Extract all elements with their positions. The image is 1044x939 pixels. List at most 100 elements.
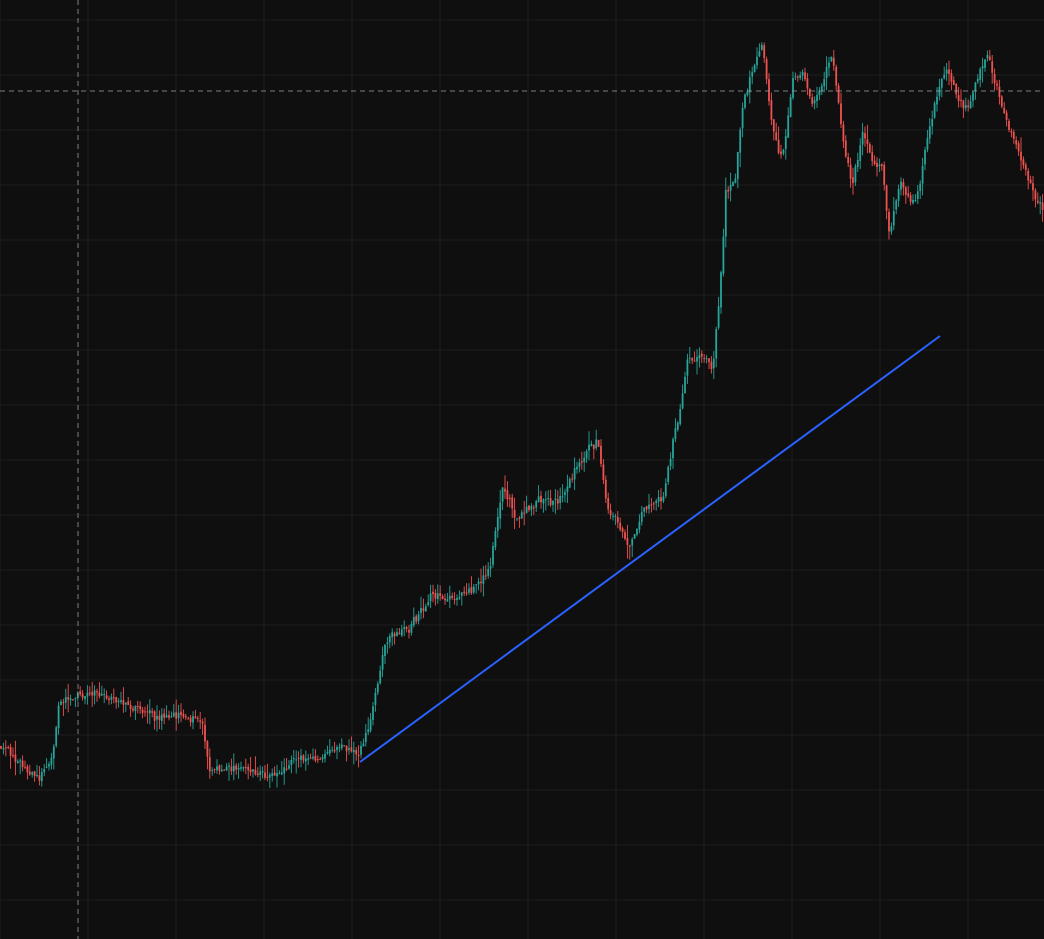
candle-down <box>523 512 526 514</box>
candle-down <box>600 445 602 464</box>
candle-down <box>129 704 132 709</box>
candle-up <box>496 516 499 531</box>
candle-down <box>660 497 662 502</box>
candle-up <box>756 56 758 66</box>
candle-up <box>2 748 5 750</box>
candle-down <box>883 164 886 185</box>
candle-down <box>710 361 713 369</box>
candle-down <box>768 79 770 102</box>
candle-down <box>868 144 871 153</box>
candle-up <box>360 745 362 755</box>
candle-up <box>547 498 550 499</box>
candle-up <box>386 642 389 644</box>
candle-up <box>148 710 151 714</box>
candle-up <box>672 439 674 459</box>
candle-down <box>1041 202 1044 210</box>
candle-down <box>967 105 970 108</box>
candle-up <box>736 152 739 179</box>
candle-down <box>256 773 259 775</box>
trend-line[interactable] <box>359 335 941 763</box>
candle-up <box>799 75 802 79</box>
candle-down <box>1015 140 1018 145</box>
candle-up <box>782 149 785 154</box>
candle-down <box>266 776 269 778</box>
candle-up <box>348 748 350 750</box>
candle-down <box>998 86 1001 97</box>
candle-down <box>866 139 869 144</box>
candle-up <box>566 486 569 493</box>
candle-down <box>645 506 648 510</box>
candle-down <box>235 765 238 770</box>
candle-down <box>132 708 134 711</box>
candle-up <box>940 79 943 88</box>
candle-up <box>307 758 310 760</box>
candle-down <box>876 162 878 167</box>
candle-down <box>355 750 358 755</box>
candle-up <box>472 586 475 593</box>
candle-up <box>50 757 53 765</box>
candle-up <box>482 575 485 584</box>
candle-down <box>244 766 247 768</box>
candle-up <box>74 697 77 699</box>
candle-down <box>4 747 7 749</box>
candle-up <box>1039 202 1042 204</box>
candle-down <box>532 507 535 509</box>
candle-up <box>242 767 245 769</box>
candle-up <box>468 588 470 593</box>
candle-up <box>669 458 672 467</box>
candle-down <box>230 766 233 771</box>
candle-down <box>189 717 192 723</box>
candle-up <box>734 178 737 183</box>
candle-down <box>213 768 216 770</box>
candle-up <box>828 62 830 68</box>
candle-down <box>693 360 696 362</box>
candle-up <box>494 530 497 548</box>
candle-down <box>254 769 257 775</box>
candle-down <box>24 767 26 769</box>
candle-up <box>856 160 859 167</box>
candle-up <box>367 729 370 733</box>
candle-up <box>424 606 427 612</box>
candle-up <box>861 131 864 145</box>
candle-down <box>333 750 336 752</box>
candle-up <box>919 183 922 191</box>
candle-up <box>391 632 394 638</box>
candle-up <box>573 468 576 480</box>
candle-down <box>180 711 182 715</box>
candle-up <box>537 496 540 503</box>
candle-down <box>146 711 149 713</box>
candle-down <box>316 759 319 761</box>
candle-up <box>352 750 355 753</box>
candle-up <box>746 91 749 95</box>
candle-up <box>739 129 742 153</box>
candle-up <box>595 439 598 449</box>
candle-down <box>650 504 653 506</box>
candle-down <box>1029 179 1032 184</box>
candle-down <box>158 715 161 720</box>
candle-down <box>247 767 250 771</box>
candle-down <box>204 724 206 742</box>
candle-down <box>151 711 154 713</box>
candle-down <box>504 488 506 492</box>
candle-up <box>120 700 122 702</box>
candle-up <box>830 56 833 62</box>
candle-up <box>612 515 614 517</box>
candle-down <box>194 716 197 719</box>
candle-up <box>172 712 175 717</box>
candle-up <box>16 761 19 763</box>
candle-down <box>840 103 842 125</box>
candle-up <box>328 749 331 754</box>
candle-down <box>772 119 775 132</box>
candle-up <box>57 705 60 729</box>
candle-up <box>477 581 480 585</box>
candle-down <box>948 69 950 74</box>
candle-up <box>631 539 634 546</box>
candle-down <box>408 629 410 633</box>
candle-up <box>568 479 571 488</box>
candle-up <box>384 644 386 656</box>
candle-down <box>439 593 442 596</box>
candle-down <box>1012 132 1015 139</box>
candle-up <box>945 69 948 74</box>
